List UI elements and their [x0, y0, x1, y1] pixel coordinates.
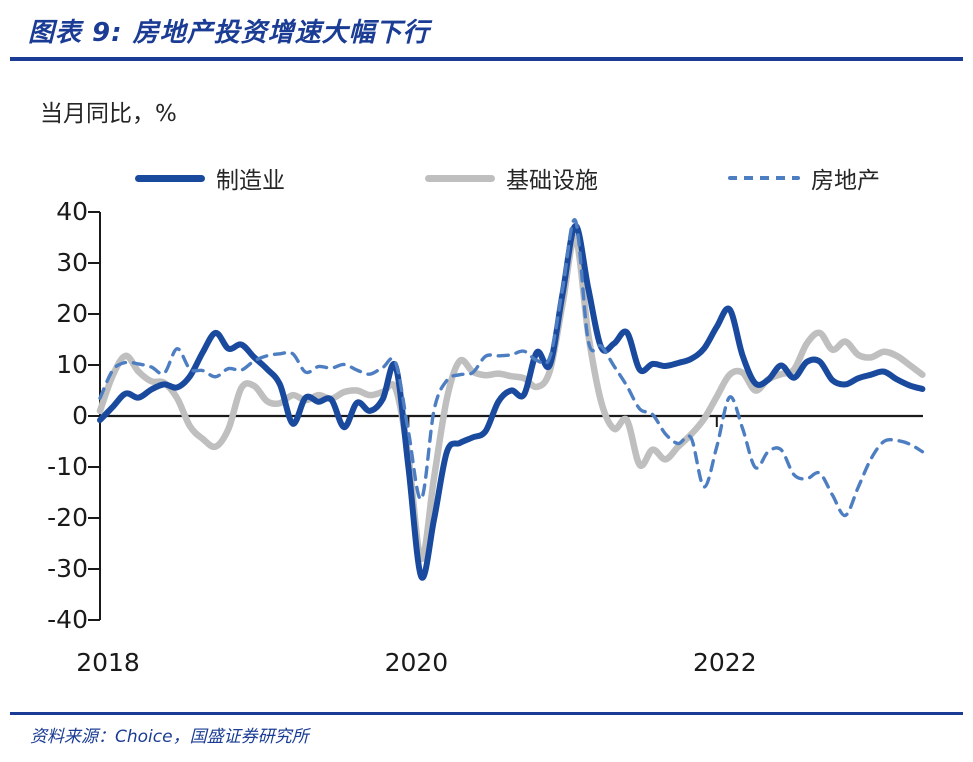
legend-label-infrastructure: 基础设施 [506, 168, 598, 194]
x-tick-label: 2020 [384, 648, 449, 677]
y-axis-unit-label: 当月同比，% [40, 101, 177, 127]
y-tick-label: 0 [72, 401, 88, 430]
x-tick-label: 2022 [692, 648, 757, 677]
infrastructure-line-swatch [425, 174, 495, 182]
manufacturing-line [97, 222, 926, 581]
legend-item-manufacturing: 制造业 [135, 164, 285, 194]
legend-item-infrastructure: 基础设施 [425, 164, 598, 194]
y-tick-label: -10 [47, 452, 88, 481]
y-tick-label: -20 [47, 503, 88, 532]
y-tick-label: 10 [56, 350, 88, 379]
legend-item-real-estate: 房地产 [728, 164, 880, 194]
manufacturing-line-swatch [135, 174, 205, 182]
page-title: 图表 9: 房地产投资增速大幅下行 [28, 18, 430, 48]
y-tick-label: -40 [47, 605, 88, 634]
legend-label-real-estate: 房地产 [811, 168, 880, 194]
footer-divider [10, 712, 963, 715]
infrastructure-line [96, 234, 926, 563]
legend-label-manufacturing: 制造业 [216, 168, 285, 194]
header-divider [10, 57, 963, 61]
x-tick-label: 2018 [76, 648, 140, 677]
source-note: 资料来源：Choice，国盛证券研究所 [30, 727, 309, 747]
y-tick-label: -30 [47, 554, 88, 583]
real-estate-line [98, 218, 925, 518]
y-tick-label: 20 [56, 299, 88, 328]
y-tick-label: 30 [56, 248, 88, 277]
y-tick-label: 40 [56, 197, 88, 226]
real-estate-line-swatch [728, 176, 800, 180]
